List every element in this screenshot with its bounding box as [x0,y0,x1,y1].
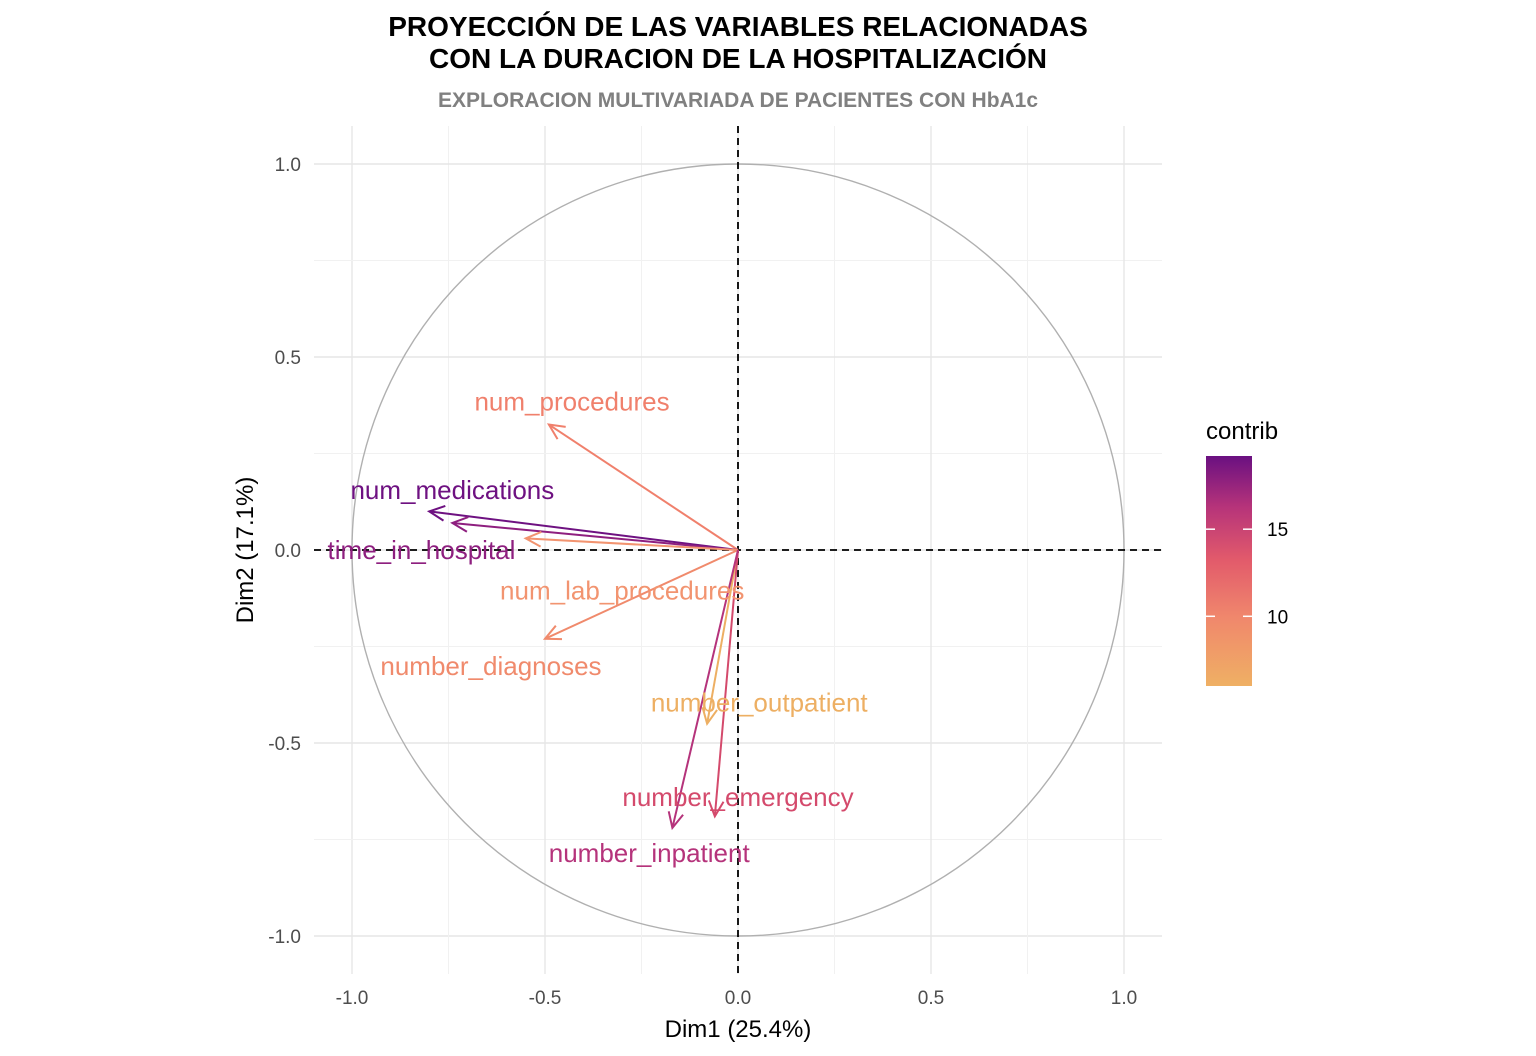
variable-label: num_medications [350,475,554,505]
x-tick-label: -1.0 [336,988,369,1009]
x-axis-title: Dim1 (25.4%) [665,1016,812,1043]
variable-arrow-shaft [544,549,739,640]
chart-title-line2: CON LA DURACION DE LA HOSPITALIZACIÓN [429,43,1047,74]
y-tick-label: 0.5 [275,348,301,369]
legend-tick-label: 10 [1267,607,1288,628]
legend: contrib 10 15 [1206,418,1288,686]
legend-title: contrib [1206,418,1278,445]
variable-label: number_inpatient [549,838,751,868]
legend-ticks: 10 15 [1206,520,1288,628]
variable-label: number_diagnoses [380,651,601,681]
x-tick-label: -0.5 [529,988,562,1009]
variable-arrow-shaft [671,549,739,829]
variable-arrow-head [426,505,446,522]
variable-arrow-head [523,530,542,548]
variable-arrow-shaft [706,549,739,724]
x-tick-label: 1.0 [1111,988,1137,1009]
y-tick-label: 0.0 [275,541,301,562]
variable-arrow-shaft [548,423,739,551]
variable-label: num_lab_procedures [500,576,744,606]
variable-arrow-shaft [429,510,739,551]
y-tick-label: -1.0 [268,927,301,948]
y-axis-ticks: -1.0 -0.5 0.0 0.5 1.0 [268,155,301,948]
chart-title-line1: PROYECCIÓN DE LAS VARIABLES RELACIONADAS [388,11,1088,42]
x-axis-ticks: -1.0 -0.5 0.0 0.5 1.0 [336,988,1138,1009]
legend-colorbar [1206,456,1252,686]
legend-tick-label: 15 [1267,520,1288,541]
y-tick-label: -0.5 [268,734,301,755]
variable-arrow-shaft [713,549,739,817]
variable-arrow-head [707,800,725,819]
variable-label: time_in_hospital [328,535,516,565]
variable-arrow-head [546,423,566,440]
variable-arrow-shaft [525,537,739,551]
variable-arrows [426,423,739,831]
variable-arrow-head [450,516,469,533]
variable-label: number_outpatient [651,687,869,717]
variable-arrow-head [667,811,684,831]
y-axis-title: Dim2 (17.1%) [232,477,259,624]
variable-arrow-head [542,625,563,641]
variable-arrow-head [701,707,718,726]
chart-subtitle: EXPLORACION MULTIVARIADA DE PACIENTES CO… [438,89,1038,112]
x-tick-label: 0.5 [918,988,944,1009]
variable-labels: num_procedures num_medications time_in_hos… [328,386,869,868]
variable-label: number_emergency [622,782,853,812]
x-tick-label: 0.0 [725,988,751,1009]
variable-label: num_procedures [474,386,669,416]
variable-arrow-shaft [452,521,739,551]
y-tick-label: 1.0 [275,155,301,176]
